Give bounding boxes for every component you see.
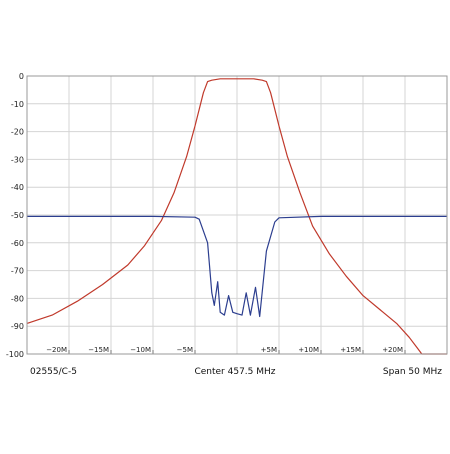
- y-tick-label: -20: [11, 128, 24, 137]
- y-tick-label: -60: [11, 239, 24, 248]
- x-tick-label: −20M: [46, 346, 67, 354]
- y-tick-label: -30: [11, 155, 24, 164]
- x-tick-label: +5M: [261, 346, 277, 354]
- x-tick-label: −15M: [88, 346, 109, 354]
- plot-frame: [26, 75, 448, 355]
- x-tick-label: +15M: [340, 346, 361, 354]
- y-tick-label: 0: [19, 72, 24, 81]
- x-tick-label: −5M: [177, 346, 193, 354]
- footer-center-frequency: Center 457.5 MHz: [194, 367, 276, 377]
- series-line-red: [26, 78, 447, 355]
- y-tick-label: -50: [11, 211, 24, 220]
- y-tick-label: -10: [11, 100, 24, 109]
- series-line-blue: [27, 215, 447, 318]
- footer-model-label: 02555/C-5: [30, 367, 77, 377]
- x-tick-label: −10M: [130, 346, 151, 354]
- x-tick-labels: −20M −15M −10M −5M +5M +10M +15M +20M: [46, 346, 406, 354]
- y-tick-labels: 0 -10 -20 -30 -40 -50 -60 -70 -80 -90 -100: [6, 72, 24, 359]
- y-tick-label: -90: [11, 322, 24, 331]
- series-lines: [26, 78, 447, 355]
- y-tick-label: -80: [11, 294, 24, 303]
- footer-span: Span 50 MHz: [382, 367, 442, 377]
- x-tick-label: +10M: [298, 346, 319, 354]
- x-tick-label: +20M: [382, 346, 403, 354]
- y-tick-label: -70: [11, 267, 24, 276]
- y-tick-label: -40: [11, 183, 24, 192]
- y-tick-label: -100: [6, 350, 24, 359]
